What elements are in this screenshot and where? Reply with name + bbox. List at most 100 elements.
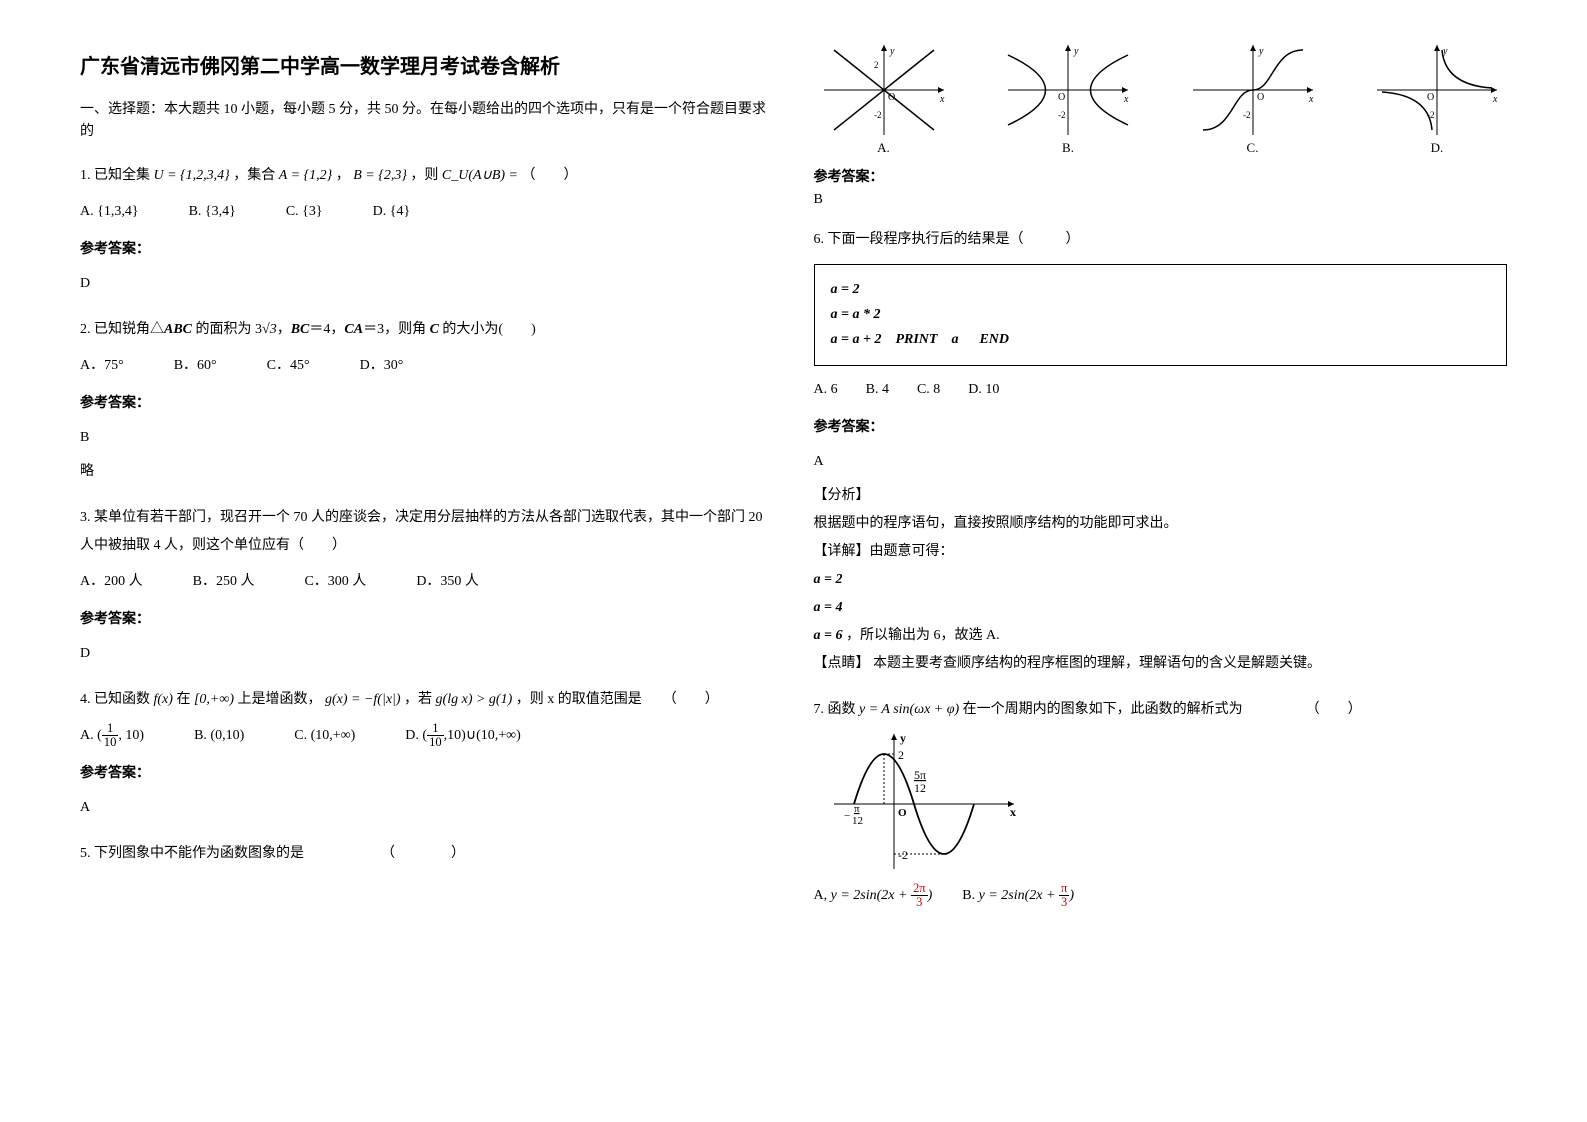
- q5-label-C: C.: [1183, 140, 1323, 156]
- q4-cond: g(lg x) > g(1): [436, 692, 513, 707]
- q6-tip: 本题主要考查顺序结构的程序框图的理解，理解语句的含义是解题关键。: [873, 656, 1321, 671]
- q3-optD: D．350 人: [416, 568, 479, 596]
- svg-text:π 12: π 12: [852, 803, 863, 827]
- svg-text:O: O: [1058, 92, 1065, 103]
- svg-text:-2: -2: [1243, 110, 1251, 120]
- question-3: 3. 某单位有若干部门，现召开一个 70 人的座谈会，决定用分层抽样的方法从各部…: [80, 504, 774, 668]
- q5-ans: B: [814, 192, 1508, 208]
- q4-e: ，则 x 的取值范围是 （ ）: [516, 692, 719, 707]
- q6-opts: A. 6 B. 4 C. 8 D. 10: [814, 376, 1508, 404]
- q2-optA: A．75°: [80, 352, 124, 380]
- q4-optC: C. (10,+∞): [294, 722, 355, 750]
- q2-stem: 2. 已知锐角△ABC 的面积为 3√3，BC＝4，CA＝3，则角 C 的大小为…: [80, 316, 774, 344]
- q4-fx: f(x): [154, 692, 173, 707]
- svg-text:O: O: [1427, 92, 1434, 103]
- q3-stem: 3. 某单位有若干部门，现召开一个 70 人的座谈会，决定用分层抽样的方法从各部…: [80, 504, 774, 560]
- svg-text:y: y: [1073, 46, 1079, 57]
- section-heading: 一、选择题：本大题共 10 小题，每小题 5 分，共 50 分。在每小题给出的四…: [80, 99, 774, 144]
- q3-ans-label: 参考答案：: [80, 606, 774, 634]
- q1-optB: B. {3,4}: [189, 198, 236, 226]
- q6-detail-label: 【详解】由题意可得：: [814, 538, 1508, 566]
- svg-text:-2: -2: [1058, 110, 1066, 120]
- q4-d: ，若: [404, 692, 436, 707]
- svg-text:O: O: [1257, 92, 1264, 103]
- q5-ans-label: 参考答案：: [814, 166, 1508, 186]
- q1-ans: D: [80, 270, 774, 298]
- q6-tip-label: 【点睛】: [814, 656, 870, 671]
- svg-text:y: y: [900, 731, 906, 745]
- q4-optD: D. (110,10)∪(10,+∞): [405, 722, 521, 750]
- q4-optA: A. (110, 10): [80, 722, 144, 750]
- q2-optD: D．30°: [360, 352, 404, 380]
- q1-mid2: ，: [336, 168, 350, 183]
- q3-optB: B．250 人: [193, 568, 255, 596]
- question-2: 2. 已知锐角△ABC 的面积为 3√3，BC＝4，CA＝3，则角 C 的大小为…: [80, 316, 774, 486]
- q4-optB: B. (0,10): [194, 722, 244, 750]
- svg-text:-2: -2: [898, 848, 908, 862]
- q1-expr: C_U(A∪B) =: [442, 168, 522, 183]
- q6-step2: a = 4: [814, 594, 1508, 622]
- q7-fn: y = A sin(ωx + φ): [859, 702, 959, 717]
- question-4: 4. 已知函数 f(x) 在 [0,+∞) 上是增函数， g(x) = −f(|…: [80, 686, 774, 822]
- question-1: 1. 已知全集 U = {1,2,3,4} ，集合 A = {1,2} ， B …: [80, 162, 774, 298]
- svg-text:2: 2: [898, 748, 904, 762]
- svg-text:x: x: [1123, 94, 1129, 105]
- q2-note: 略: [80, 458, 774, 486]
- q6-ans-label: 参考答案：: [814, 414, 1508, 442]
- q6-step1: a = 2: [814, 566, 1508, 594]
- page-title: 广东省清远市佛冈第二中学高一数学理月考试卷含解析: [80, 50, 774, 79]
- svg-text:x: x: [1492, 94, 1498, 105]
- q4-c: 上是增函数，: [237, 692, 321, 707]
- svg-text:O: O: [898, 807, 907, 819]
- q1-stem: 1. 已知全集: [80, 168, 154, 183]
- q2-optB: B．60°: [174, 352, 217, 380]
- q5-graphs: y x O 2 -2 A. y x: [814, 40, 1508, 156]
- svg-text:x: x: [939, 94, 945, 105]
- q7-optA: A, y = 2sin(2x + 2π3): [814, 882, 933, 910]
- q2-optC: C．45°: [267, 352, 310, 380]
- q1-ans-label: 参考答案：: [80, 236, 774, 264]
- q6-stem: 6. 下面一段程序执行后的结果是（ ）: [814, 226, 1508, 254]
- q7-graph: y x O 2 -2 5π 12 − π: [814, 724, 1034, 874]
- q1-optD: D. {4}: [373, 198, 411, 226]
- question-6: 6. 下面一段程序执行后的结果是（ ） a = 2 a = a * 2 a = …: [814, 226, 1508, 678]
- q4-int: [0,+∞): [194, 692, 234, 707]
- q6-ans: A: [814, 448, 1508, 476]
- question-7: 7. 函数 y = A sin(ωx + φ) 在一个周期内的图象如下，此函数的…: [814, 696, 1508, 910]
- q6-analysis-label: 【分析】: [814, 482, 1508, 510]
- q7-a: 7. 函数: [814, 702, 860, 717]
- q4-a: 4. 已知函数: [80, 692, 154, 707]
- q3-optA: A．200 人: [80, 568, 143, 596]
- q5-label-B: B.: [998, 140, 1138, 156]
- q1-mid3: ，则: [410, 168, 442, 183]
- q6-analysis: 根据题中的程序语句，直接按照顺序结构的功能即可求出。: [814, 510, 1508, 538]
- q5-label-D: D.: [1367, 140, 1507, 156]
- q3-ans: D: [80, 640, 774, 668]
- q4-gx: g(x) = −f(|x|): [325, 692, 401, 707]
- q1-setB: B = {2,3}: [353, 168, 407, 183]
- svg-text:2: 2: [874, 60, 879, 70]
- q6-codebox: a = 2 a = a * 2 a = a + 2 PRINT a END: [814, 264, 1508, 366]
- q2-ans-label: 参考答案：: [80, 390, 774, 418]
- q7-optB: B. y = 2sin(2x + π3): [962, 882, 1074, 910]
- q6-code-l1: a = 2: [831, 277, 1491, 302]
- q5-graph-C: y x O -2 C.: [1183, 40, 1323, 156]
- q1-tail: （ ）: [522, 168, 578, 183]
- q7-b: 在一个周期内的图象如下，此函数的解析式为 （ ）: [963, 702, 1362, 717]
- q5-graph-A: y x O 2 -2 A.: [814, 40, 954, 156]
- q5-label-A: A.: [814, 140, 954, 156]
- svg-text:y: y: [889, 46, 895, 57]
- q3-optC: C．300 人: [304, 568, 366, 596]
- q4-ans-label: 参考答案：: [80, 760, 774, 788]
- svg-text:y: y: [1258, 46, 1264, 57]
- q5-stem: 5. 下列图象中不能作为函数图象的是 （ ）: [80, 840, 774, 868]
- q4-ans: A: [80, 794, 774, 822]
- q1-optC: C. {3}: [286, 198, 323, 226]
- svg-text:−: −: [844, 810, 850, 822]
- q1-mid1: ，集合: [233, 168, 279, 183]
- q6-step3a: a = 6: [814, 628, 843, 643]
- q5-graph-D: y x O -2 D.: [1367, 40, 1507, 156]
- svg-text:5π 12: 5π 12: [914, 768, 929, 795]
- q1-setU: U = {1,2,3,4}: [154, 168, 230, 183]
- q2-ans: B: [80, 424, 774, 452]
